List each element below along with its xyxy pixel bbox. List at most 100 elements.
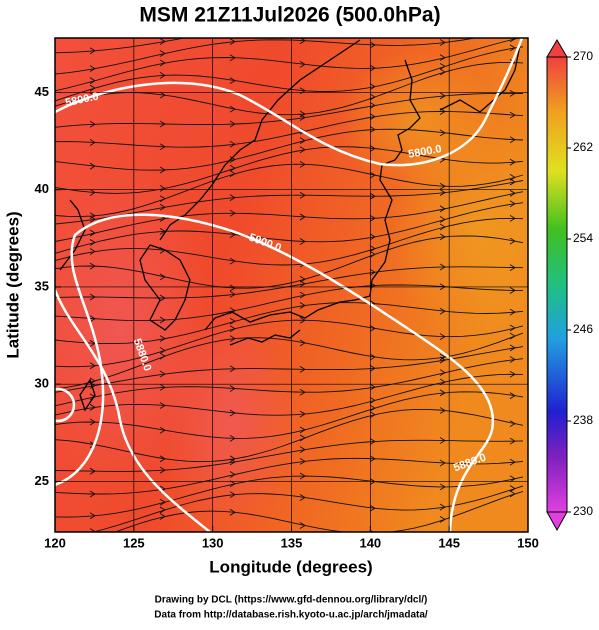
stream-arrow xyxy=(159,370,166,378)
stream-arrow xyxy=(159,185,166,192)
stream-arrow xyxy=(509,356,516,363)
x-tick-label: 145 xyxy=(438,535,460,550)
stream-arrow xyxy=(89,403,96,411)
stream-arrow xyxy=(159,383,166,391)
stream-arrow xyxy=(299,316,306,324)
stream-arrow xyxy=(159,59,166,67)
stream-arrow xyxy=(299,291,306,299)
stream-arrow xyxy=(299,446,306,454)
stream-arrow xyxy=(229,290,236,298)
stream-arrow xyxy=(89,189,96,196)
stream-arrow xyxy=(159,143,166,151)
stream-arrow xyxy=(439,233,446,241)
field-patch xyxy=(340,50,500,190)
stream-arrow xyxy=(509,264,516,271)
stream-arrow xyxy=(89,120,96,128)
x-tick-label: 130 xyxy=(202,535,224,550)
stream-arrow xyxy=(369,192,376,200)
stream-arrow xyxy=(299,146,306,154)
stream-arrow xyxy=(299,494,306,501)
stream-arrow xyxy=(159,195,166,203)
stream-arrow xyxy=(369,383,376,391)
stream-arrow xyxy=(229,120,236,128)
stream-arrow xyxy=(159,498,166,506)
stream-arrow xyxy=(159,402,166,409)
stream-arrow xyxy=(509,344,516,352)
stream-arrow xyxy=(299,275,306,283)
y-tick-label: 40 xyxy=(35,181,49,196)
stream-arrow xyxy=(439,356,446,364)
stream-arrow xyxy=(509,200,516,208)
stream-arrow xyxy=(439,189,446,196)
stream-arrow xyxy=(299,457,306,465)
contour-label: 5800.0 xyxy=(407,143,442,161)
stream-arrow xyxy=(440,19,445,25)
stream-arrow xyxy=(509,178,516,186)
stream-arrow xyxy=(369,397,376,404)
stream-arrow xyxy=(439,129,446,137)
stream-arrow xyxy=(369,145,376,152)
stream-arrow xyxy=(369,325,376,332)
stream-arrow xyxy=(159,71,166,79)
stream-arrow xyxy=(439,353,446,361)
stream-arrow xyxy=(89,418,96,426)
stream-arrow xyxy=(369,364,376,372)
stream-arrow xyxy=(369,353,376,361)
stream-arrow xyxy=(299,410,306,418)
stream-arrow xyxy=(90,537,95,543)
footer-line: Drawing by DCL (https://www.gfd-dennou.o… xyxy=(155,595,428,606)
grid xyxy=(55,38,528,532)
colorbar-tick-label: 254 xyxy=(573,231,593,245)
colorbar-tick-label: 262 xyxy=(573,140,593,154)
stream-arrow xyxy=(229,105,236,113)
x-axis-label: Longitude (degrees) xyxy=(209,557,372,576)
stream-arrow xyxy=(159,347,166,354)
stream-arrow xyxy=(89,77,96,85)
stream-arrow xyxy=(369,171,376,179)
stream-arrow xyxy=(509,437,516,445)
colorbar-extend xyxy=(546,39,568,58)
stream-arrow xyxy=(369,411,376,419)
stream-arrow xyxy=(439,483,446,491)
stream-arrow xyxy=(89,490,96,498)
stream-arrow xyxy=(159,273,166,281)
stream-arrow xyxy=(509,38,516,43)
stream-arrow xyxy=(369,233,376,241)
stream-arrow xyxy=(229,471,236,478)
stream-arrow xyxy=(159,513,166,520)
colorbar-tick-label: 230 xyxy=(573,504,593,518)
stream-arrow xyxy=(369,438,376,445)
stream-arrow xyxy=(229,325,236,333)
stream-arrow xyxy=(369,245,376,253)
stream-arrow xyxy=(89,139,96,146)
stream-arrow xyxy=(229,209,236,217)
stream-arrow xyxy=(299,426,306,434)
stream-arrow xyxy=(299,522,306,529)
stream-arrow xyxy=(439,369,446,377)
stream-arrow xyxy=(229,231,236,239)
stream-arrow xyxy=(299,191,306,199)
streamline xyxy=(55,38,188,54)
stream-arrow xyxy=(229,194,236,202)
stream-arrow xyxy=(439,515,446,523)
stream-arrow xyxy=(299,137,306,145)
stream-arrow xyxy=(299,302,306,309)
stream-arrow xyxy=(369,126,376,133)
stream-arrow xyxy=(229,170,236,178)
stream-arrow xyxy=(439,389,446,397)
colorbar-tick-label: 238 xyxy=(573,413,593,427)
stream-arrow xyxy=(159,426,166,434)
stream-arrow xyxy=(369,93,376,101)
stream-arrow xyxy=(509,111,516,119)
stream-arrow xyxy=(299,114,306,121)
stream-arrow xyxy=(89,315,96,323)
stream-arrow xyxy=(439,216,446,223)
stream-arrow xyxy=(509,420,516,428)
stream-arrow xyxy=(159,166,166,174)
stream-arrow xyxy=(439,223,446,231)
stream-arrow xyxy=(229,164,236,172)
stream-arrow xyxy=(509,287,516,294)
stream-arrow xyxy=(439,63,446,70)
